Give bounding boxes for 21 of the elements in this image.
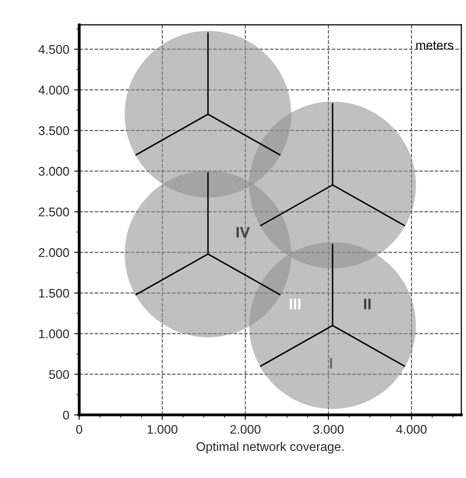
x-tick-label: 4.000 (396, 424, 427, 434)
y-tick-label: 1.500 (39, 288, 70, 298)
annotation: IV (236, 226, 250, 238)
x-tick-label: 1.000 (148, 424, 178, 434)
y-tick-label: 0 (63, 410, 70, 420)
y-tick-label: 1.000 (39, 329, 70, 338)
y-tick-label: 3.000 (38, 166, 70, 176)
y-tick-label: 2.000 (38, 248, 70, 258)
x-tick-label: 0 (76, 424, 82, 434)
annotation: I (330, 358, 332, 369)
y-tick-label: 500 (49, 370, 70, 379)
x-tick-label: 3.000 (313, 424, 344, 434)
x-tick-label: 2.000 (230, 424, 261, 434)
y-tick-label: 4.500 (38, 45, 70, 54)
annotation: III (290, 298, 300, 310)
y-tick-label: 2.500 (38, 208, 70, 216)
y-tick-label: 3.500 (38, 126, 70, 136)
y-tick-label: 4.000 (38, 86, 70, 95)
x-axis-title: Optimal network coverage. (196, 442, 344, 454)
annotation: II (364, 298, 371, 310)
annotation: meters (416, 41, 454, 50)
